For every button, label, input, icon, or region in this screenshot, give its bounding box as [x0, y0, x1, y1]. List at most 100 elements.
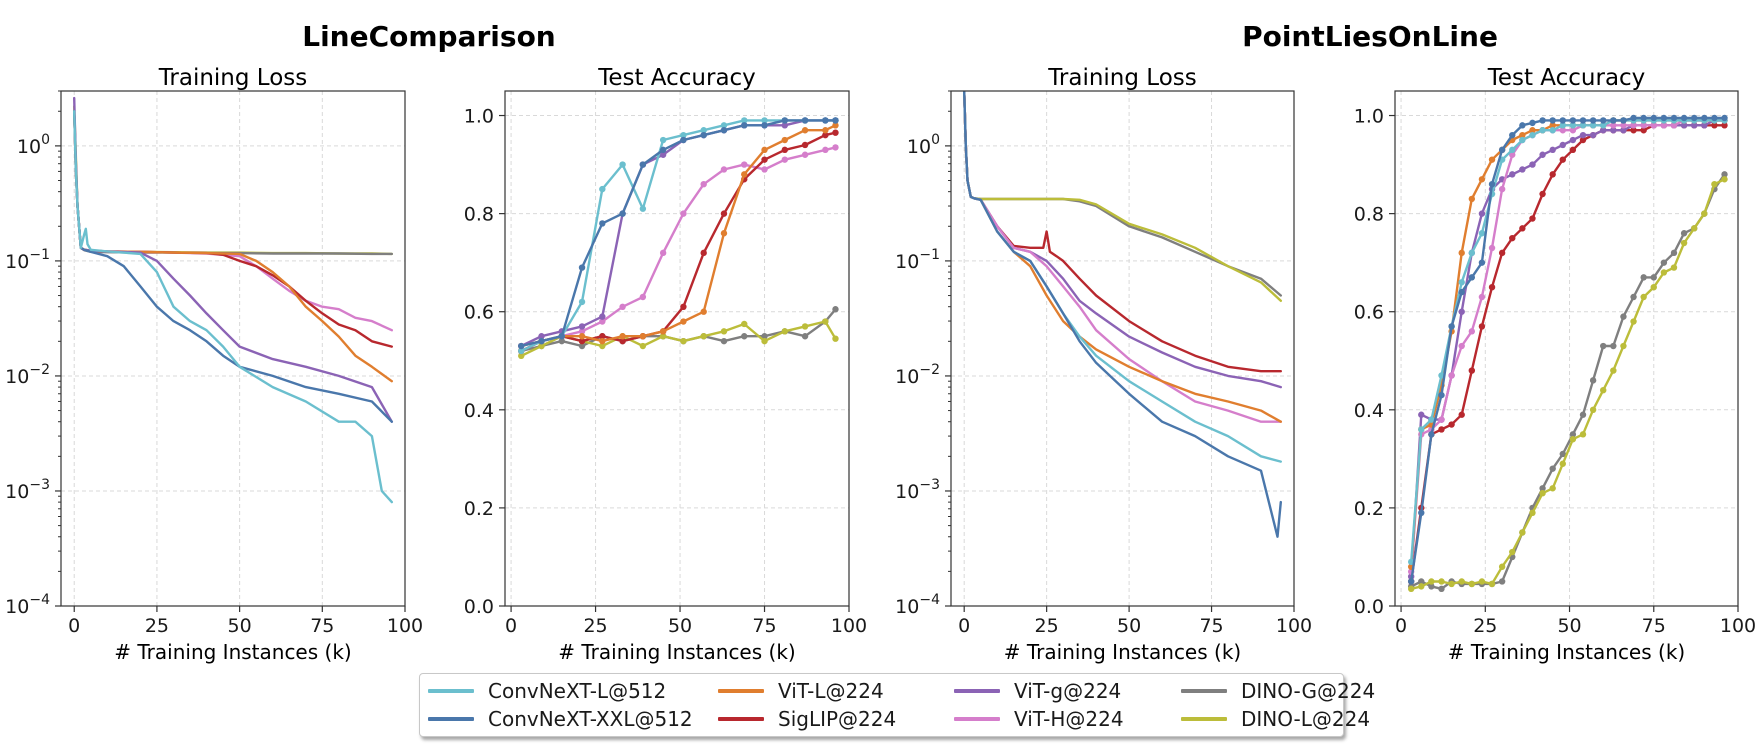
tick-label-x: 100	[831, 615, 867, 637]
x-axis-label: # Training Instances (k)	[1004, 640, 1241, 664]
data-point	[1559, 156, 1566, 163]
data-point	[578, 264, 586, 271]
legend-label: ViT-H@224	[1014, 707, 1124, 731]
data-point	[1549, 465, 1556, 472]
data-point	[1600, 386, 1607, 394]
data-point	[1589, 377, 1597, 384]
data-point	[1680, 239, 1688, 247]
data-point	[1428, 431, 1435, 438]
data-point	[741, 333, 748, 340]
tick-label-y: 0.4	[1354, 400, 1384, 422]
data-point	[1438, 585, 1445, 593]
legend-label: DINO-L@224	[1241, 707, 1371, 731]
series-line-SigLIP@224	[963, 91, 1283, 373]
data-point	[1670, 114, 1678, 122]
data-point	[558, 337, 565, 345]
data-point	[1549, 127, 1556, 134]
tick-label-y: 10−2	[5, 362, 50, 388]
data-point	[832, 306, 839, 313]
tick-label-x: 50	[668, 615, 692, 637]
data-point	[518, 347, 525, 355]
tick-label-x: 75	[752, 615, 776, 637]
data-point	[1468, 195, 1476, 203]
data-point	[1458, 249, 1465, 257]
panel-title: Test Accuracy	[597, 65, 756, 91]
data-point	[1478, 210, 1486, 217]
data-point	[1549, 117, 1556, 124]
data-point	[801, 333, 809, 340]
data-point	[761, 156, 768, 163]
series-line-ConvNeXT-L@512	[963, 91, 1283, 463]
data-point	[1559, 460, 1566, 467]
data-point	[801, 117, 809, 124]
x-axis-label: # Training Instances (k)	[558, 640, 795, 664]
data-point	[1509, 146, 1516, 154]
legend-label: ConvNeXT-L@512	[488, 679, 667, 703]
data-point	[1458, 279, 1465, 286]
data-point	[1458, 308, 1465, 315]
tick-label-y: 0.8	[1354, 204, 1384, 226]
tick-label-x: 0	[68, 615, 80, 637]
data-point	[1428, 583, 1435, 590]
data-point	[1418, 426, 1425, 433]
legend-swatch	[1181, 689, 1227, 693]
data-point	[578, 323, 586, 330]
data-point	[741, 161, 748, 168]
series-line-SigLIP@224	[520, 131, 837, 353]
data-point	[578, 337, 586, 345]
data-point	[1721, 171, 1728, 178]
data-point	[1711, 114, 1718, 122]
data-point	[781, 136, 788, 144]
data-point	[1498, 563, 1506, 570]
data-point	[781, 156, 788, 163]
data-point	[639, 161, 647, 168]
data-point	[1519, 166, 1526, 173]
series-line-ViT-L@224	[963, 91, 1283, 423]
series-line-ConvNeXT-L@512	[72, 110, 393, 504]
data-point	[619, 210, 626, 217]
data-point	[1579, 117, 1587, 124]
data-point	[1478, 578, 1486, 585]
data-point	[619, 337, 626, 345]
data-point	[1610, 127, 1617, 134]
tick-label-y: 10−4	[5, 592, 50, 618]
legend-swatch	[954, 717, 1000, 721]
data-point	[1610, 117, 1617, 124]
data-point	[781, 122, 788, 129]
data-point	[720, 122, 728, 129]
data-point	[1478, 293, 1486, 301]
data-point	[741, 320, 748, 328]
data-point	[659, 328, 667, 335]
data-point	[1680, 122, 1688, 129]
tick-label-y: 10−4	[895, 592, 940, 618]
data-point	[741, 171, 748, 178]
data-point	[720, 337, 728, 345]
legend-item: SigLIP@224	[718, 706, 896, 732]
data-point	[1640, 114, 1647, 122]
data-point	[1468, 367, 1476, 374]
data-point	[1488, 283, 1496, 291]
legend-label: ViT-L@224	[778, 679, 884, 703]
data-point	[1620, 127, 1627, 134]
data-point	[1539, 151, 1546, 158]
data-point	[1650, 114, 1657, 122]
data-point	[1579, 411, 1587, 418]
x-axis-label: # Training Instances (k)	[114, 640, 351, 664]
data-point	[1569, 436, 1577, 443]
data-point	[1448, 372, 1455, 379]
data-point	[1488, 580, 1496, 588]
data-point	[1549, 122, 1556, 129]
series-line-ConvNeXT-XXL@512	[1409, 116, 1726, 583]
data-point	[518, 352, 525, 360]
data-point	[700, 131, 707, 139]
data-point	[1690, 225, 1698, 232]
tick-label-x: 0	[958, 615, 970, 637]
tick-label-x: 25	[1473, 615, 1497, 637]
data-point	[801, 141, 809, 149]
data-point	[680, 136, 687, 144]
tick-label-y: 0.0	[464, 596, 494, 618]
data-point	[1610, 122, 1617, 129]
data-point	[1640, 122, 1647, 129]
data-point	[761, 337, 768, 345]
data-point	[1701, 114, 1708, 122]
